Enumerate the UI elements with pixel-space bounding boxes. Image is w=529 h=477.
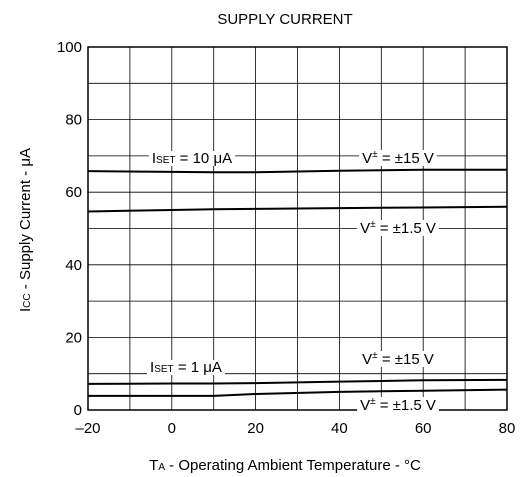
annotation-part: I: [150, 359, 154, 376]
x-tick-label: 0: [168, 420, 176, 437]
annotation-part: I: [152, 150, 156, 167]
annotation-background: [148, 151, 236, 166]
x-tick-label: 60: [415, 420, 432, 437]
chart-title: SUPPLY CURRENT: [217, 11, 352, 28]
annotation-background: [357, 220, 439, 236]
series-line: [87, 205, 508, 213]
y-axis-label: ICC - Supply Current - μA: [17, 148, 34, 312]
annotation-background: [357, 397, 439, 413]
annotation-part: = ±15 V: [378, 351, 434, 368]
annotation-part: ±: [372, 149, 378, 160]
annotation: V± = ±1.5 V: [360, 219, 436, 237]
annotation-part: SET: [154, 364, 173, 375]
annotation-part: = ±15 V: [378, 150, 434, 167]
annotation-background: [147, 360, 225, 375]
annotation-part: SET: [156, 155, 175, 166]
x-tick-label: 80: [499, 420, 516, 437]
y-tick-label: 60: [65, 184, 82, 201]
annotation-part: V: [362, 351, 372, 368]
annotation-part: V: [362, 150, 372, 167]
x-axis-label: TA - Operating Ambient Temperature - °C: [149, 457, 421, 474]
annotation: ISET = 10 μA: [152, 150, 232, 167]
annotation-background: [359, 351, 437, 367]
y-tick-label: 0: [74, 402, 82, 419]
annotation: ISET = 1 μA: [150, 359, 222, 376]
annotation-part: ±: [370, 396, 376, 407]
x-tick-label: 40: [331, 420, 348, 437]
annotation-part: V: [360, 220, 370, 237]
series-line: [87, 378, 508, 385]
annotation: V± = ±15 V: [362, 350, 434, 368]
y-tick-label: 40: [65, 257, 82, 274]
x-tick-label: 20: [247, 420, 264, 437]
x-tick-label: –20: [75, 420, 100, 437]
annotation-part: = ±1.5 V: [376, 397, 436, 414]
annotation-part: = ±1.5 V: [376, 220, 436, 237]
series-line: [87, 168, 507, 174]
y-tick-label: 80: [65, 112, 82, 129]
y-tick-label: 100: [57, 39, 82, 56]
annotation-part: = 1 μA: [174, 359, 222, 376]
plot-frame: [87, 46, 508, 411]
annotation-part: = 10 μA: [176, 150, 233, 167]
annotation: V± = ±15 V: [362, 149, 434, 167]
annotation-part: ±: [372, 350, 378, 361]
annotation-part: ±: [370, 219, 376, 230]
y-tick-label: 20: [65, 329, 82, 346]
annotation: V± = ±1.5 V: [360, 396, 436, 414]
series-line: [88, 388, 508, 397]
annotation-background: [359, 150, 437, 166]
annotation-part: V: [360, 397, 370, 414]
